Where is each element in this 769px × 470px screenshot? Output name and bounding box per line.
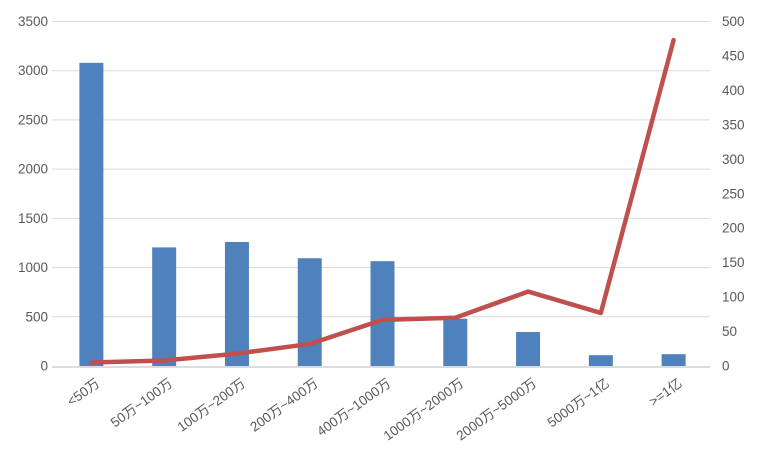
- y-axis-left-tick-label: 1000: [18, 260, 48, 275]
- y-axis-right-tick-label: 300: [722, 152, 745, 167]
- y-axis-left-tick-label: 3000: [18, 63, 48, 78]
- x-axis-category-label: 5000万~1亿: [545, 376, 612, 431]
- y-axis-right-tick-label: 150: [722, 255, 745, 270]
- bar: [79, 62, 104, 367]
- bar: [224, 241, 249, 366]
- y-axis-right-tick-label: 500: [722, 14, 745, 29]
- y-axis-right-tick-label: 450: [722, 48, 745, 63]
- bar: [152, 247, 177, 366]
- y-axis-right-tick-label: 400: [722, 83, 745, 98]
- y-axis-right-tick-label: 0: [722, 359, 730, 374]
- bar: [370, 261, 395, 366]
- x-axis-category-label: <50万: [64, 376, 102, 410]
- bar: [297, 258, 322, 366]
- y-axis-left-tick-label: 3500: [18, 14, 48, 29]
- y-axis-left-tick-label: 2000: [18, 162, 48, 177]
- y-axis-right-tick-label: 250: [722, 186, 745, 201]
- x-axis-category-label: >=1亿: [646, 376, 685, 410]
- y-axis-left-tick-label: 1500: [18, 211, 48, 226]
- x-axis-category-label: 1000万~2000万: [381, 376, 467, 444]
- x-axis-category-label: 100万~200万: [175, 376, 248, 435]
- x-axis-category-label: 2000万~5000万: [454, 376, 540, 444]
- y-axis-left-tick-label: 2500: [18, 112, 48, 127]
- y-axis-left-tick-label: 500: [25, 309, 48, 324]
- x-axis-category-label: 50万~100万: [108, 376, 175, 431]
- x-axis-category-label: 200万~400万: [247, 376, 320, 435]
- bar: [443, 318, 468, 366]
- y-axis-right-tick-label: 100: [722, 290, 745, 305]
- bar: [588, 355, 613, 366]
- line-series: [89, 37, 676, 365]
- y-axis-right-tick-label: 50: [722, 324, 737, 339]
- y-axis-right-tick-label: 200: [722, 221, 745, 236]
- y-axis-left-tick-label: 0: [40, 359, 48, 374]
- bar: [661, 354, 686, 366]
- y-axis-right-tick-label: 350: [722, 117, 745, 132]
- bar: [516, 332, 541, 366]
